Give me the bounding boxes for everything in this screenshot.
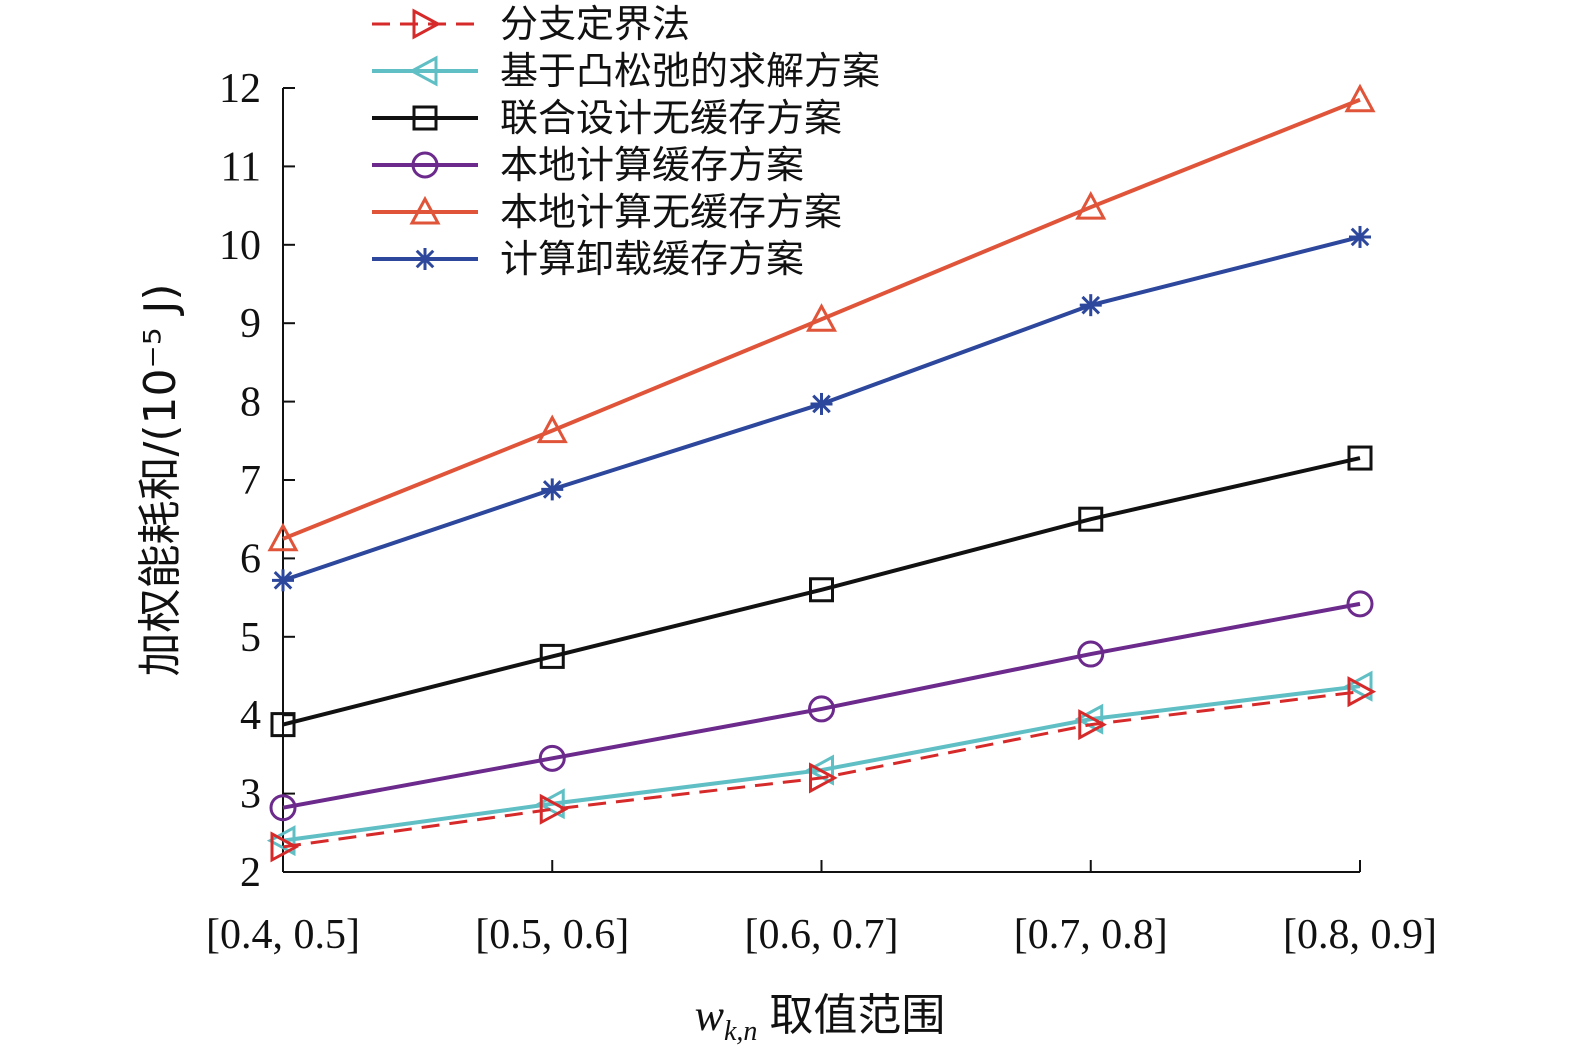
data-point (538, 744, 566, 772)
data-point (808, 695, 835, 723)
x-tick-label: [0.8, 0.9] (1283, 912, 1437, 958)
series-line (282, 601, 1361, 810)
y-tick-label: 3 (240, 772, 261, 818)
legend-label: 本地计算缓存方案 (500, 143, 804, 187)
series-3 (269, 590, 1374, 822)
legend-item-1: 基于凸松弛的求解方案 (372, 49, 880, 93)
series-5 (272, 225, 1371, 592)
data-point (539, 643, 565, 669)
legend-label: 基于凸松弛的求解方案 (500, 49, 880, 93)
y-tick-label: 4 (240, 693, 261, 739)
data-point (266, 825, 296, 857)
data-point (536, 414, 568, 444)
y-tick-label: 7 (240, 458, 261, 504)
data-point (1079, 294, 1102, 317)
y-tick-label: 12 (219, 66, 261, 112)
y-tick-label: 10 (219, 223, 261, 269)
x-tick-label: [0.4, 0.5] (206, 912, 360, 958)
series-2 (270, 445, 1373, 738)
legend-item-3: 本地计算缓存方案 (372, 143, 804, 187)
legend-item-2: 联合设计无缓存方案 (372, 96, 842, 140)
legend-label: 本地计算无缓存方案 (500, 190, 842, 234)
series-line (282, 456, 1361, 727)
x-tick-label: [0.6, 0.7] (745, 912, 899, 958)
data-point (1078, 506, 1104, 532)
series-0 (270, 676, 1377, 863)
data-point (1344, 83, 1376, 113)
data-point (267, 522, 299, 552)
y-tick-label: 9 (240, 301, 261, 347)
asterisk-stroke (1081, 295, 1101, 315)
data-point (408, 55, 438, 87)
data-point (539, 793, 569, 825)
asterisk-stroke (273, 571, 293, 590)
data-point (1078, 709, 1107, 741)
legend-item-0: 分支定界法 (372, 2, 690, 46)
data-point (414, 248, 436, 270)
data-point (809, 762, 838, 794)
y-tick-label: 11 (221, 144, 261, 190)
series-layer (266, 83, 1377, 863)
x-tick-label: [0.5, 0.6] (475, 912, 629, 958)
legend: 分支定界法基于凸松弛的求解方案联合设计无缓存方案本地计算缓存方案本地计算无缓存方… (372, 2, 880, 281)
asterisk-stroke (812, 394, 831, 414)
y-tick-label: 8 (240, 380, 261, 426)
y-tick-label: 5 (240, 615, 261, 661)
legend-label: 计算卸载缓存方案 (500, 237, 804, 281)
data-point (1343, 670, 1373, 702)
axes: 2 3 4 5 6 7 8 9 10 11 12 [0.4, 0.5] [0.5, 0.6] [0.6, … (206, 66, 1437, 958)
x-axis-label: wk,n 取值范围 (695, 990, 946, 1047)
data-point (411, 151, 439, 179)
y-tick-label: 2 (240, 850, 261, 896)
asterisk-stroke (542, 480, 562, 499)
data-point (270, 712, 296, 738)
data-point (1075, 191, 1107, 220)
asterisk-stroke (1350, 227, 1370, 247)
series-4 (267, 83, 1376, 552)
data-point (272, 569, 294, 592)
legend-item-4: 本地计算无缓存方案 (372, 190, 842, 234)
data-point (1346, 590, 1374, 618)
legend-label: 联合设计无缓存方案 (500, 96, 842, 140)
data-point (270, 831, 300, 863)
data-point (1347, 445, 1373, 471)
series-line (282, 690, 1361, 849)
data-point (809, 577, 834, 603)
data-point (541, 478, 564, 501)
data-point (1349, 225, 1371, 248)
data-point (409, 195, 441, 225)
legend-label: 分支定界法 (500, 2, 690, 46)
x-tick-label: [0.7, 0.8] (1014, 912, 1168, 958)
data-point (412, 8, 442, 40)
asterisk-stroke (415, 249, 435, 269)
data-point (536, 788, 565, 820)
y-tick-label: 6 (240, 536, 261, 582)
data-point (269, 794, 297, 822)
data-point (810, 392, 833, 415)
y-axis-label: 加权能耗和/(10⁻⁵ J) (135, 284, 186, 677)
legend-item-5: 计算卸载缓存方案 (372, 237, 804, 281)
data-point (1077, 640, 1105, 668)
data-point (412, 105, 438, 131)
data-point (805, 303, 838, 332)
data-point (1347, 676, 1377, 708)
series-line (282, 97, 1361, 541)
